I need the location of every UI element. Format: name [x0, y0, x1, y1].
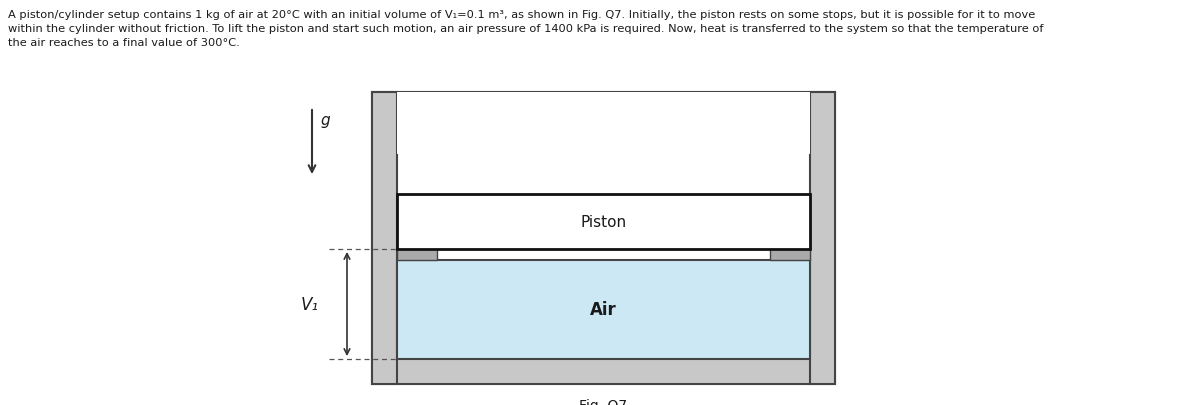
Bar: [397, 93, 810, 155]
Text: Piston: Piston: [581, 215, 626, 230]
Bar: [372, 93, 397, 384]
Bar: [372, 93, 835, 384]
Bar: [810, 93, 835, 384]
Text: V₁: V₁: [301, 295, 319, 313]
Text: g: g: [320, 113, 330, 128]
Bar: [397, 155, 810, 359]
Text: Air: Air: [590, 301, 617, 319]
Text: A piston/cylinder setup contains 1 kg of air at 20°C with an initial volume of V: A piston/cylinder setup contains 1 kg of…: [8, 10, 1044, 48]
Bar: [397, 239, 437, 260]
Bar: [397, 194, 810, 249]
Text: Fig. Q7: Fig. Q7: [580, 398, 628, 405]
Bar: [770, 239, 810, 260]
Bar: [397, 260, 810, 359]
